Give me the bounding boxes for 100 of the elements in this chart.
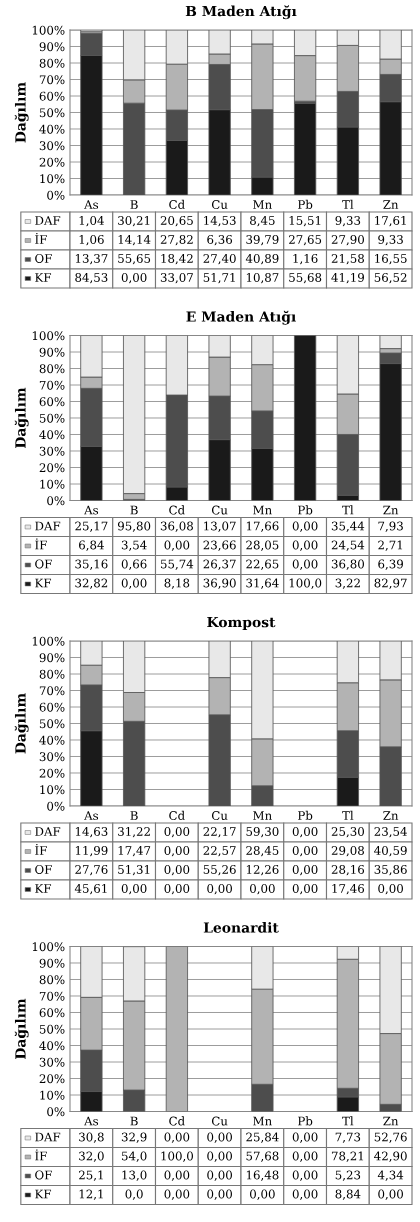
data-label: 0,00 [164, 846, 190, 857]
data-label: 42,90 [374, 1151, 407, 1162]
y-tick-label: 0% [47, 1107, 65, 1117]
x-tick-label: Tl [342, 810, 354, 820]
data-label: 2,71 [378, 540, 403, 551]
legend-label: KF [35, 1189, 52, 1199]
chart-title: Leonardit [203, 922, 279, 933]
data-label: 6,39 [378, 559, 403, 570]
data-label: 27,40 [203, 254, 236, 265]
x-tick-label: As [84, 200, 99, 209]
data-label: 22,57 [203, 846, 236, 857]
y-tick-label: 80% [39, 58, 65, 68]
data-label: 0,00 [292, 827, 318, 838]
data-label: 40,59 [374, 846, 407, 857]
data-label: 51,31 [118, 865, 150, 876]
data-label: 0,00 [292, 846, 318, 857]
data-label: 56,52 [374, 273, 407, 284]
y-tick-label: 60% [39, 91, 65, 101]
data-label: 31,22 [118, 827, 150, 838]
data-label: 27,90 [331, 235, 364, 246]
legend-label: DAF [35, 827, 61, 836]
data-label: 8,45 [250, 216, 275, 227]
data-label: 78,21 [331, 1151, 364, 1162]
legend-label: KF [35, 273, 52, 282]
x-tick-label: Pb [298, 1116, 313, 1126]
legend-label: İF [35, 538, 47, 550]
x-tick-label: Mn [253, 811, 272, 820]
data-label: 25,17 [75, 521, 108, 532]
y-axis-title: Dağılım [14, 82, 29, 143]
data-label: 100,0 [289, 578, 322, 589]
y-tick-label: 100% [32, 331, 65, 341]
data-label: 0,00 [164, 1170, 190, 1181]
data-label: 1,04 [79, 216, 104, 227]
legend-label: OF [35, 1170, 52, 1180]
y-tick-label: 100% [32, 942, 65, 952]
data-label: 25,1 [79, 1170, 103, 1181]
y-axis-title: Dağılım [14, 693, 29, 754]
y-tick-label: 90% [39, 958, 65, 968]
legend-label: KF [35, 578, 52, 588]
legend-label: OF [35, 254, 52, 263]
data-label: 3,22 [335, 578, 360, 589]
data-label: 22,65 [246, 559, 279, 570]
data-label: 52,76 [374, 1132, 407, 1143]
data-label: 0,00 [164, 865, 190, 876]
data-label: 9,33 [378, 235, 403, 246]
data-label: 0,00 [121, 884, 147, 895]
x-tick-label: Cu [211, 1116, 228, 1126]
data-label: 13,0 [122, 1170, 147, 1181]
y-tick-label: 60% [39, 702, 65, 712]
data-label: 26,37 [203, 559, 236, 570]
data-label: 55,26 [203, 865, 236, 876]
x-tick-label: Cu [211, 505, 228, 515]
data-label: 12,26 [246, 865, 279, 876]
y-tick-label: 10% [40, 174, 65, 184]
data-label: 25,84 [246, 1132, 279, 1143]
data-label: 0,00 [207, 884, 232, 895]
data-label: 5,23 [335, 1170, 361, 1181]
data-label: 16,48 [246, 1170, 279, 1181]
data-label: 0,0 [125, 1189, 143, 1200]
data-label: 0,00 [378, 884, 403, 895]
x-tick-label: Cu [211, 200, 228, 209]
data-label: 0,00 [207, 1132, 232, 1143]
chart-title: B Maden Atığı [185, 5, 297, 20]
y-tick-label: 80% [39, 364, 65, 374]
data-label: 35,16 [75, 559, 108, 570]
y-tick-label: 10% [40, 1090, 65, 1100]
y-tick-label: 70% [39, 75, 65, 85]
data-label: 28,05 [246, 540, 279, 551]
y-tick-label: 70% [39, 686, 65, 696]
data-label: 0,00 [207, 1151, 232, 1162]
chart-title: E Maden Atığı [186, 310, 296, 325]
data-label: 0,66 [121, 559, 147, 570]
x-tick-label: Tl [342, 199, 354, 209]
y-axis-title: Dağılım [14, 998, 29, 1059]
y-tick-label: 40% [39, 1041, 65, 1051]
data-label: 100,0 [161, 1151, 193, 1162]
data-label: 0,00 [292, 559, 318, 570]
data-label: 22,17 [203, 827, 236, 838]
data-label: 27,65 [289, 235, 322, 246]
data-label: 0,00 [378, 1189, 403, 1200]
x-tick-label: As [84, 1116, 99, 1126]
data-label: 17,61 [375, 216, 406, 227]
data-label: 17,46 [332, 884, 365, 895]
data-label: 11,99 [75, 846, 108, 857]
data-label: 0,00 [164, 884, 190, 895]
x-tick-label: Mn [253, 200, 272, 209]
data-label: 14,53 [204, 216, 236, 227]
y-tick-label: 50% [39, 413, 65, 423]
data-label: 33,07 [160, 273, 193, 284]
y-tick-label: 20% [39, 1074, 65, 1084]
data-label: 55,74 [160, 559, 194, 570]
x-tick-label: Cu [211, 811, 228, 820]
data-label: 0,00 [292, 1170, 318, 1181]
data-label: 0,00 [207, 1170, 232, 1181]
y-tick-label: 90% [39, 653, 65, 663]
data-label: 27,76 [75, 865, 108, 876]
x-tick-label: Zn [383, 505, 399, 515]
data-label: 82,97 [374, 578, 407, 589]
data-label: 24,54 [331, 540, 365, 551]
data-label: 32,9 [121, 1132, 147, 1143]
